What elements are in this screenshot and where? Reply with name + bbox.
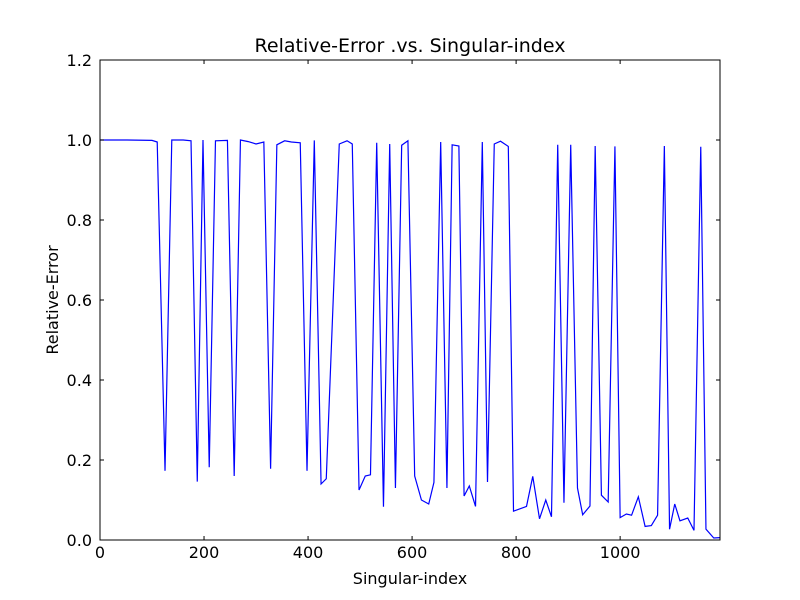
y-tick-label-3: 0.6 <box>67 291 92 310</box>
y-tick-label-0: 0.0 <box>67 531 92 550</box>
y-tick-label-5: 1.0 <box>67 131 92 150</box>
x-tick-label-1: 200 <box>189 543 220 562</box>
y-tick-label-2: 0.4 <box>67 371 92 390</box>
chart-title: Relative-Error .vs. Singular-index <box>255 35 566 57</box>
x-axis-label: Singular-index <box>353 569 467 588</box>
x-tick-label-3: 600 <box>397 543 428 562</box>
y-axis-ticks: 0.0 0.2 0.4 0.6 0.8 1.0 1.2 <box>67 51 720 550</box>
x-tick-label-0: 0 <box>95 543 105 562</box>
y-tick-label-4: 0.8 <box>67 211 92 230</box>
series-layer <box>100 139 721 539</box>
x-tick-label-4: 800 <box>501 543 532 562</box>
x-axis-ticks: 0 200 400 600 800 1000 <box>95 60 641 562</box>
y-axis-label: Relative-Error <box>43 245 62 355</box>
series-line-0 <box>100 139 721 539</box>
y-tick-label-6: 1.2 <box>67 51 92 70</box>
y-tick-label-1: 0.2 <box>67 451 92 470</box>
plot-area <box>100 60 720 540</box>
x-tick-label-2: 400 <box>293 543 324 562</box>
x-tick-label-5: 1000 <box>600 543 641 562</box>
